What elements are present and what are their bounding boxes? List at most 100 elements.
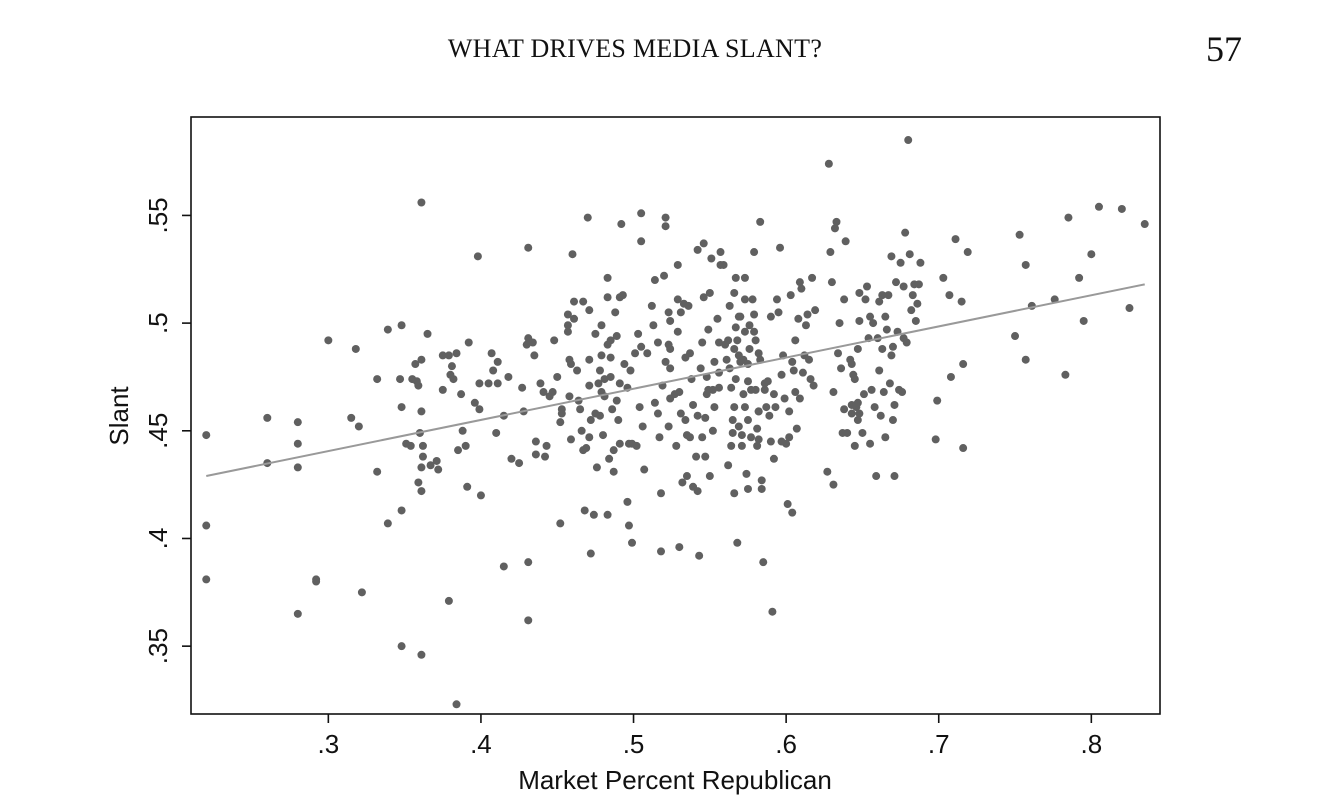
y-tick-label: .5 — [143, 312, 173, 334]
y-tick-label: .55 — [143, 197, 173, 233]
data-point — [750, 248, 759, 257]
data-point — [463, 482, 472, 491]
data-point — [528, 338, 537, 347]
data-point — [780, 394, 789, 403]
data-point — [829, 388, 838, 397]
data-point — [661, 357, 670, 366]
data-point — [750, 310, 759, 319]
data-point — [850, 441, 859, 450]
data-point — [705, 288, 714, 297]
data-point — [566, 435, 575, 444]
data-point — [580, 506, 589, 515]
data-point — [383, 519, 392, 528]
data-point — [678, 478, 687, 487]
data-point — [647, 301, 656, 310]
data-point — [620, 360, 629, 369]
data-point — [493, 357, 502, 366]
data-point — [756, 217, 765, 226]
data-point — [530, 351, 539, 360]
data-point — [605, 454, 614, 463]
data-point — [725, 301, 734, 310]
page-header: WHAT DRIVES MEDIA SLANT? 57 — [0, 0, 1334, 90]
data-point — [557, 409, 566, 418]
x-axis-ticks: .3 .4 .5 .6 .7 .8 — [317, 714, 1102, 759]
data-point — [631, 349, 640, 358]
data-point — [655, 433, 664, 442]
data-point — [524, 616, 533, 625]
data-point — [312, 577, 321, 586]
data-point — [714, 383, 723, 392]
data-point — [745, 321, 754, 330]
data-point — [383, 325, 392, 334]
data-point — [202, 575, 211, 584]
data-point — [673, 295, 682, 304]
data-point — [396, 375, 405, 384]
data-point — [585, 381, 594, 390]
data-point — [708, 385, 717, 394]
data-point — [579, 297, 588, 306]
data-point — [487, 349, 496, 358]
data-point — [907, 306, 916, 315]
data-point — [457, 390, 466, 399]
data-point — [885, 379, 894, 388]
data-point — [373, 375, 382, 384]
data-point — [837, 364, 846, 373]
data-point — [826, 248, 835, 257]
data-point — [853, 416, 862, 425]
data-point — [866, 439, 875, 448]
data-point — [461, 441, 470, 450]
data-point — [795, 394, 804, 403]
data-point — [739, 390, 748, 399]
data-point — [418, 452, 427, 461]
data-point — [747, 433, 756, 442]
data-point — [789, 366, 798, 375]
data-point — [689, 400, 698, 409]
data-point — [589, 510, 598, 519]
data-point — [774, 308, 783, 317]
data-point — [751, 336, 760, 345]
data-point — [769, 454, 778, 463]
data-point — [737, 441, 746, 450]
data-point — [875, 366, 884, 375]
data-point — [791, 336, 800, 345]
data-point — [888, 342, 897, 351]
data-point — [351, 344, 360, 353]
data-point — [705, 472, 714, 481]
data-point — [492, 428, 501, 437]
data-point — [776, 243, 785, 252]
data-point — [892, 278, 901, 287]
data-point — [899, 282, 908, 291]
data-point — [606, 372, 615, 381]
data-point — [406, 441, 415, 450]
data-point — [933, 396, 942, 405]
data-point — [714, 338, 723, 347]
data-point — [754, 349, 763, 358]
data-point — [959, 444, 968, 453]
data-point — [792, 424, 801, 433]
data-point — [650, 276, 659, 285]
data-point — [548, 388, 557, 397]
data-point — [867, 385, 876, 394]
data-point — [699, 293, 708, 302]
data-point — [454, 446, 463, 455]
data-point — [603, 293, 612, 302]
y-tick-label: .4 — [143, 528, 173, 550]
data-point — [904, 136, 913, 145]
data-point — [771, 403, 780, 412]
data-point — [576, 405, 585, 414]
data-point — [452, 700, 461, 709]
data-point — [414, 478, 423, 487]
data-point — [881, 312, 890, 321]
data-point — [795, 278, 804, 287]
data-point — [263, 413, 272, 422]
data-point — [476, 491, 485, 500]
data-point — [806, 375, 815, 384]
data-point — [650, 398, 659, 407]
data-point — [872, 472, 881, 481]
data-point — [603, 510, 612, 519]
y-axis-ticks: .35 .4 .45 .5 .55 — [143, 197, 191, 664]
data-point — [637, 237, 646, 246]
data-point — [202, 521, 211, 530]
data-point — [959, 360, 968, 369]
data-point — [750, 327, 759, 336]
